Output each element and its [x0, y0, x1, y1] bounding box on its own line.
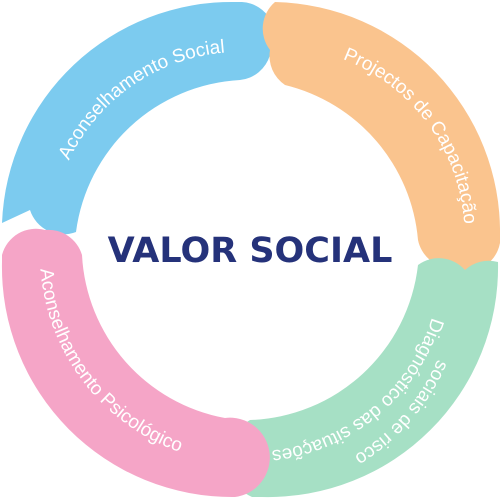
center-title: VALOR SOCIAL [108, 231, 393, 271]
segment-diagnostico [230, 258, 499, 498]
segment-projectos-de-capacitacao [262, 2, 500, 272]
segment-aconselhamento-psicologico [1, 228, 270, 498]
segment-aconselhamento-social [2, 1, 276, 235]
